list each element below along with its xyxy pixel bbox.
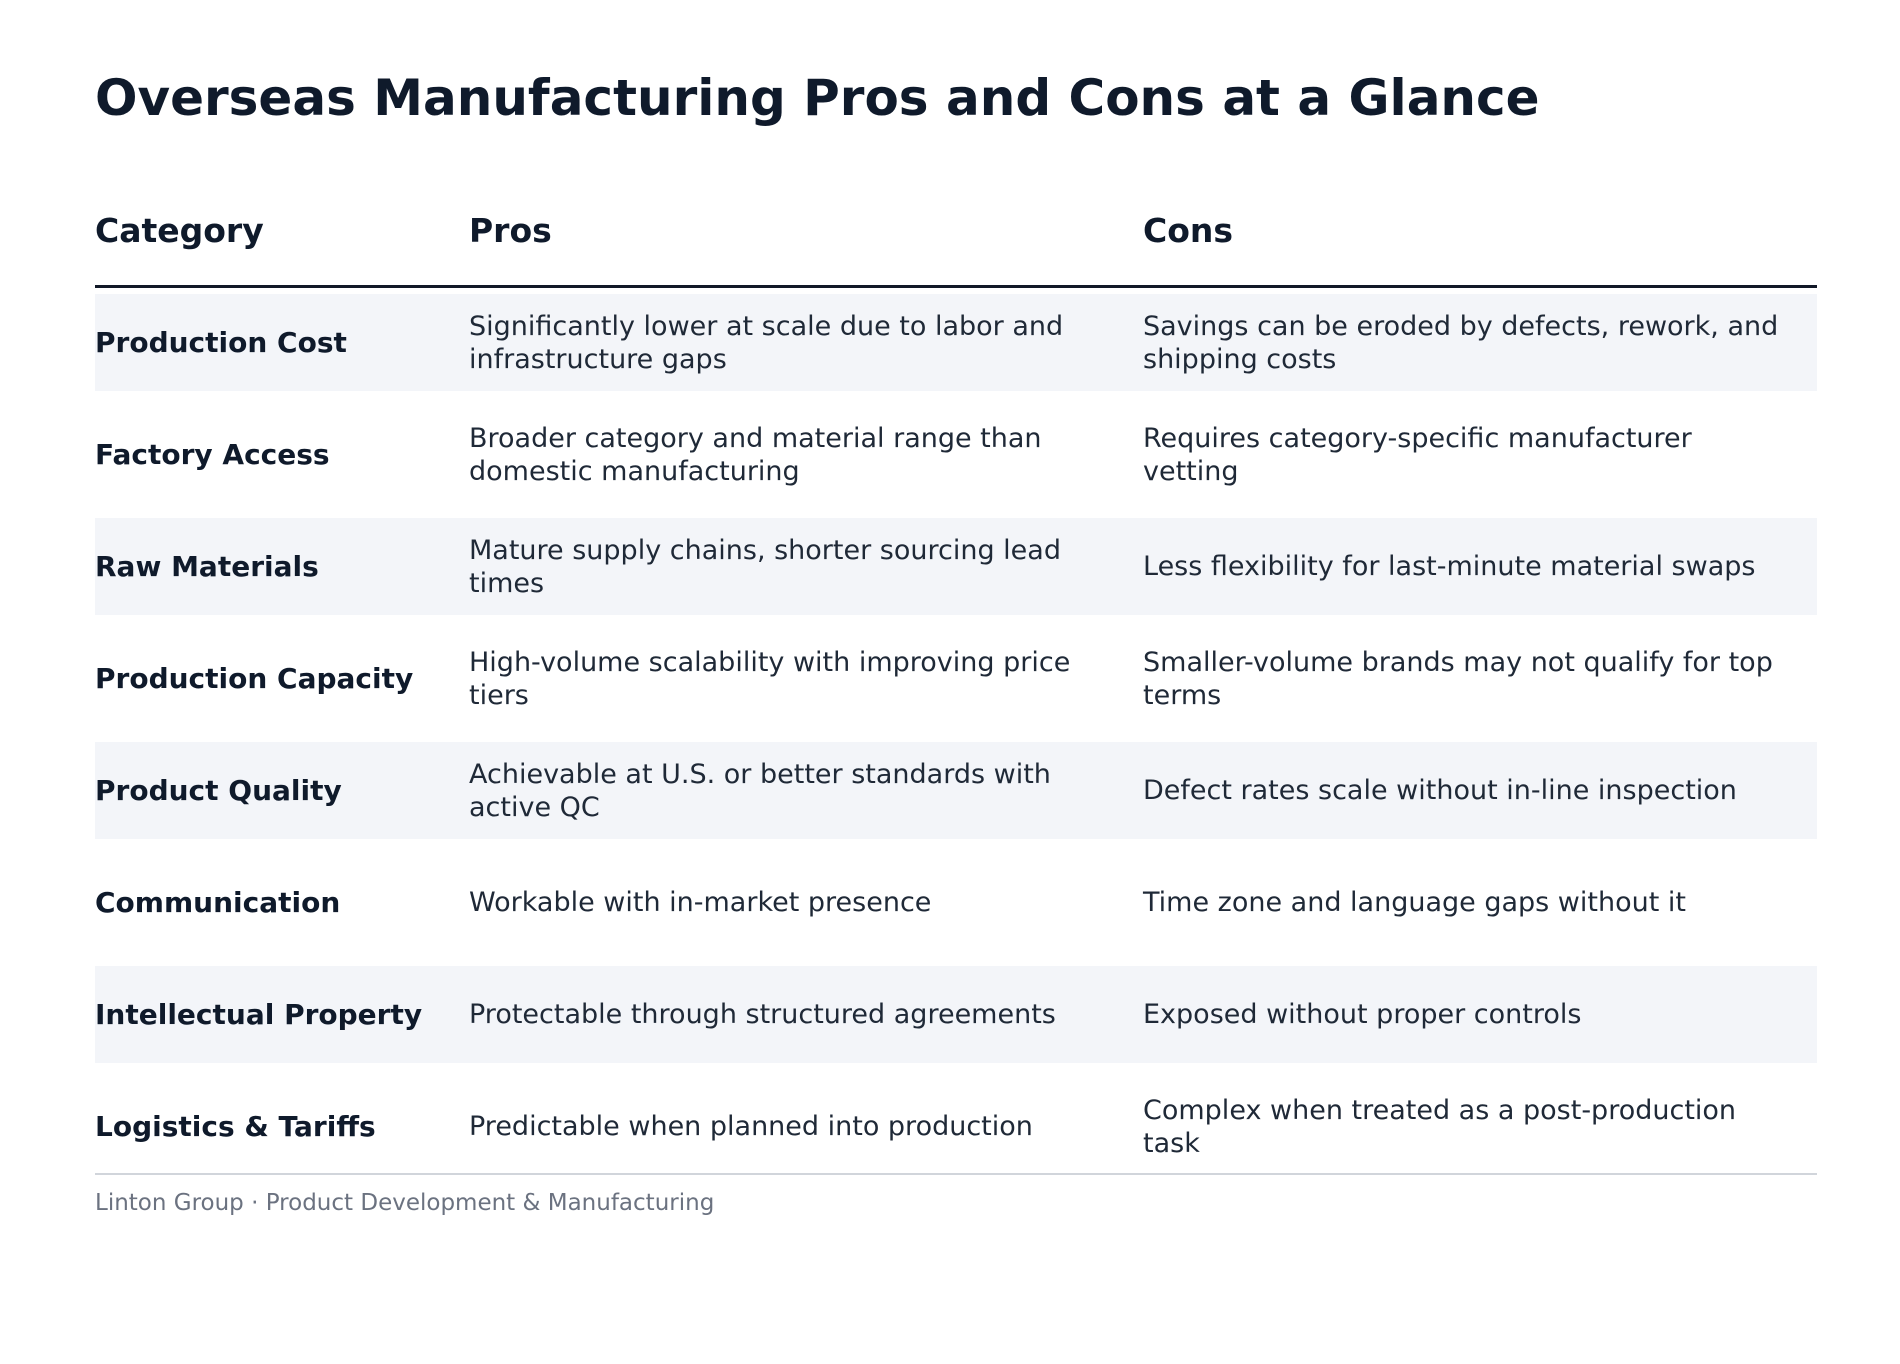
row-pros: Broader category and material range than… (469, 422, 1042, 487)
row-cons: Smaller-volume brands may not qualify fo… (1143, 646, 1773, 711)
table-row: Logistics & Tariffs Predictable when pla… (95, 1078, 1817, 1175)
row-category: Intellectual Property (95, 998, 423, 1031)
footer-text: Linton Group · Product Development & Man… (95, 1190, 715, 1216)
table-row: Communication Workable with in-market pr… (95, 854, 1817, 951)
row-category: Production Cost (95, 326, 347, 359)
table-row: Production Cost Significantly lower at s… (95, 294, 1817, 391)
footer-divider (95, 1173, 1817, 1175)
row-category: Product Quality (95, 774, 342, 807)
table-header: Category Pros Cons (95, 195, 1817, 288)
row-cons: Exposed without proper controls (1143, 999, 1582, 1030)
table-row: Raw Materials Mature supply chains, shor… (95, 518, 1817, 615)
table-row: Production Capacity High-volume scalabil… (95, 630, 1817, 727)
row-pros: Significantly lower at scale due to labo… (469, 310, 1064, 375)
row-cons: Less flexibility for last-minute materia… (1143, 551, 1756, 582)
header-cons: Cons (1143, 211, 1234, 250)
row-category: Raw Materials (95, 550, 319, 583)
row-cons: Savings can be eroded by defects, rework… (1143, 310, 1779, 375)
table-body: Production Cost Significantly lower at s… (95, 294, 1817, 1175)
row-pros: Protectable through structured agreement… (469, 999, 1056, 1030)
row-pros: High-volume scalability with improving p… (469, 646, 1071, 711)
row-category: Logistics & Tariffs (95, 1110, 376, 1143)
table-row: Factory Access Broader category and mate… (95, 406, 1817, 503)
row-pros: Workable with in-market presence (469, 887, 932, 918)
row-cons: Time zone and language gaps without it (1143, 887, 1686, 918)
row-category: Communication (95, 886, 341, 919)
header-pros: Pros (469, 211, 552, 250)
header-category: Category (95, 211, 264, 250)
row-category: Factory Access (95, 438, 330, 471)
row-pros: Achievable at U.S. or better standards w… (469, 758, 1051, 823)
table-row: Intellectual Property Protectable throug… (95, 966, 1817, 1063)
row-pros: Mature supply chains, shorter sourcing l… (469, 534, 1061, 599)
table-row: Product Quality Achievable at U.S. or be… (95, 742, 1817, 839)
pros-cons-table: Category Pros Cons Production Cost Signi… (95, 195, 1817, 1190)
row-category: Production Capacity (95, 662, 414, 695)
page-title: Overseas Manufacturing Pros and Cons at … (95, 69, 1540, 127)
row-cons: Complex when treated as a post-productio… (1143, 1094, 1737, 1159)
row-cons: Defect rates scale without in-line inspe… (1143, 775, 1737, 806)
row-pros: Predictable when planned into production (469, 1111, 1033, 1142)
row-cons: Requires category-specific manufacturer … (1143, 422, 1692, 487)
